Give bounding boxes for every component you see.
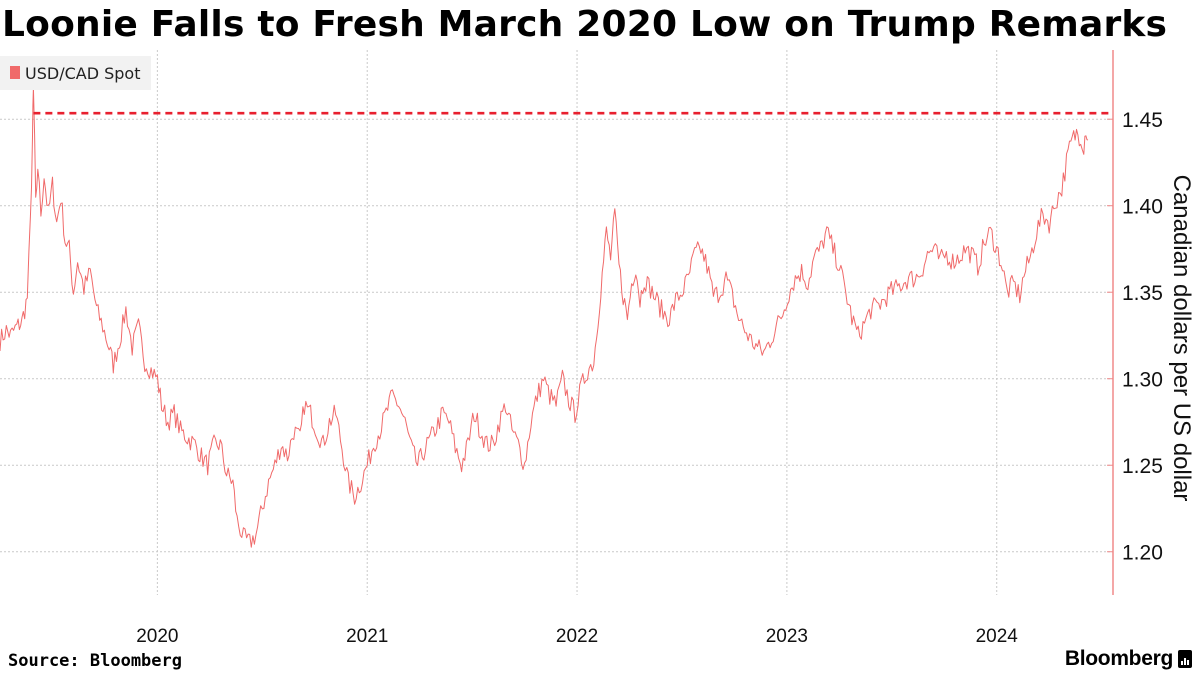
y-tick-label: 1.20 — [1122, 542, 1163, 565]
legend-background — [0, 56, 151, 90]
series-layer — [0, 87, 1089, 548]
x-tick-label: 2023 — [766, 626, 808, 647]
legend-label: USD/CAD Spot — [25, 64, 140, 83]
y-tick-label: 1.45 — [1122, 109, 1163, 132]
chart-title: Loonie Falls to Fresh March 2020 Low on … — [2, 4, 1168, 45]
y-axis: 1.20 1.25 1.30 1.35 1.40 1.45 Canadian dollars… — [1107, 50, 1195, 595]
terminal-icon — [1178, 650, 1192, 668]
y-tick-label: 1.25 — [1122, 455, 1163, 478]
y-tick-label: 1.30 — [1122, 369, 1163, 392]
usd-cad-spot-line — [0, 87, 1089, 548]
source-note: Source: Bloomberg — [8, 651, 182, 671]
grid-layer — [0, 50, 1113, 595]
y-tick-label: 1.40 — [1122, 196, 1163, 219]
legend: USD/CAD Spot — [0, 56, 151, 90]
brand-name: Bloomberg — [1064, 647, 1173, 670]
y-tick-label: 1.35 — [1122, 282, 1163, 305]
y-axis-title: Canadian dollars per US dollar — [1168, 175, 1195, 502]
legend-swatch — [10, 66, 20, 79]
x-tick-label: 2024 — [976, 626, 1019, 647]
x-tick-label: 2022 — [556, 626, 598, 647]
x-axis-labels: 2020 2021 2022 2023 2024 — [136, 626, 1018, 647]
x-tick-label: 2020 — [136, 626, 178, 647]
brand-logo: Bloomberg — [1065, 647, 1192, 671]
x-tick-label: 2021 — [346, 626, 388, 647]
